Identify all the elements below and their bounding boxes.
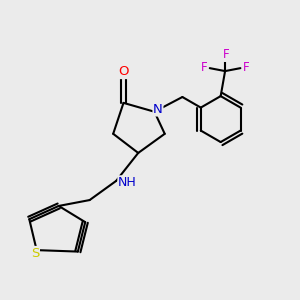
Text: N: N — [153, 103, 163, 116]
Text: F: F — [201, 61, 207, 74]
Text: S: S — [31, 247, 39, 260]
Text: O: O — [118, 65, 129, 79]
Text: F: F — [243, 61, 250, 74]
Text: F: F — [223, 48, 230, 62]
Text: NH: NH — [118, 176, 137, 189]
